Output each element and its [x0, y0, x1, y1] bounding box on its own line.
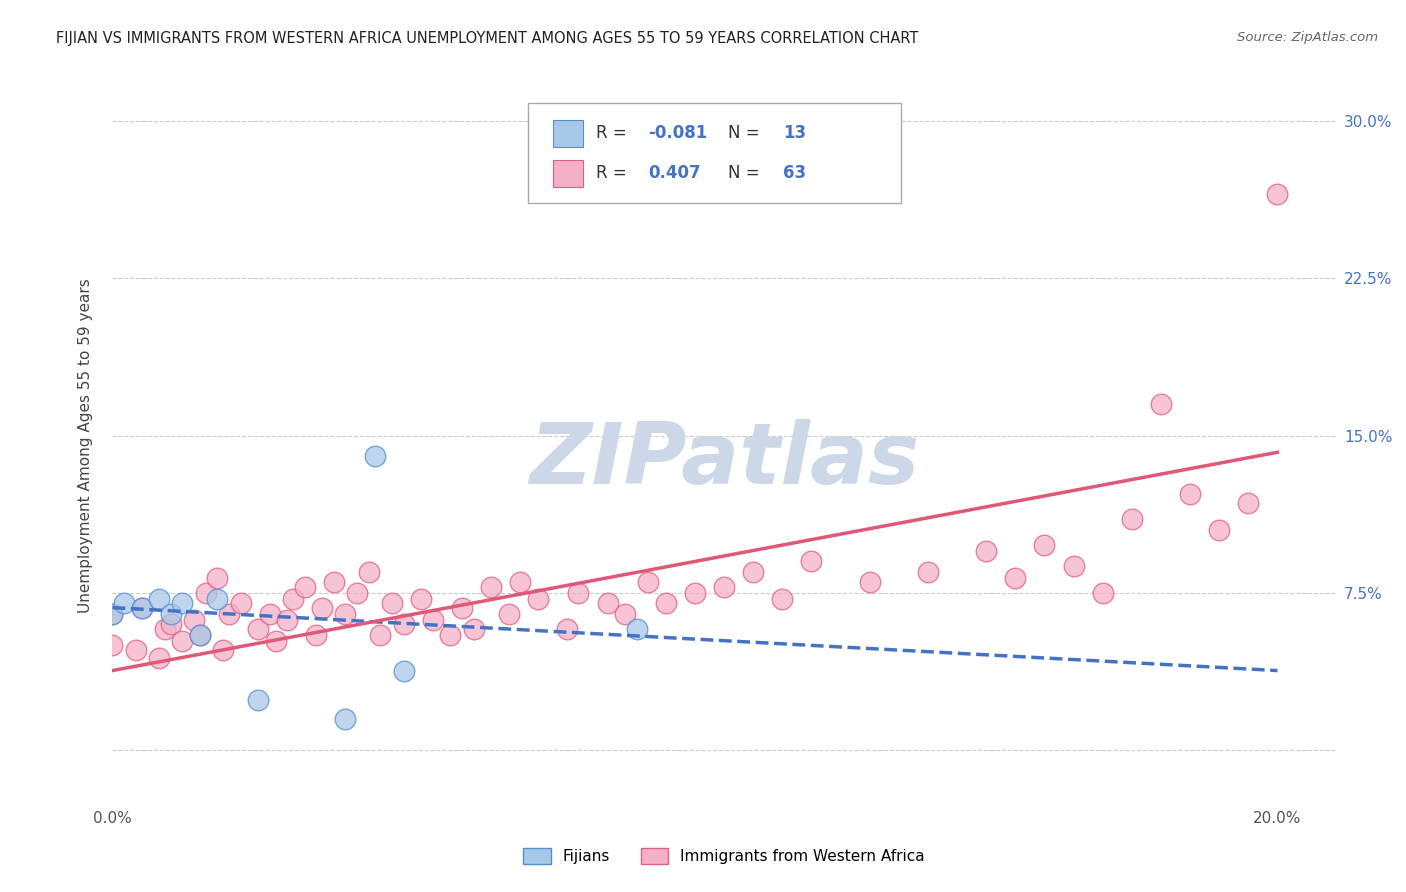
Point [259, 607, 281, 621]
Point [917, 565, 939, 579]
Point [194, 586, 217, 600]
Point [555, 622, 578, 636]
Point [218, 607, 240, 621]
Point [153, 622, 176, 636]
Text: FIJIAN VS IMMIGRANTS FROM WESTERN AFRICA UNEMPLOYMENT AMONG AGES 55 TO 59 YEARS : FIJIAN VS IMMIGRANTS FROM WESTERN AFRICA… [56, 31, 918, 46]
Point [479, 580, 502, 594]
Point [101, 607, 124, 621]
Point [131, 600, 153, 615]
Point [101, 607, 124, 621]
Point [112, 596, 135, 610]
Point [335, 607, 357, 621]
Y-axis label: Unemployment Among Ages 55 to 59 years: Unemployment Among Ages 55 to 59 years [79, 278, 93, 614]
Point [281, 592, 304, 607]
Point [125, 642, 148, 657]
Point [713, 580, 735, 594]
Point [614, 607, 637, 621]
Point [172, 596, 194, 610]
Text: 0.407: 0.407 [648, 164, 700, 182]
Point [1208, 523, 1230, 537]
Point [1237, 496, 1260, 510]
Point [626, 622, 648, 636]
Point [411, 592, 433, 607]
Point [357, 565, 380, 579]
Point [596, 596, 619, 610]
Point [159, 617, 181, 632]
Point [392, 617, 415, 632]
Point [207, 571, 229, 585]
Point [422, 613, 444, 627]
Point [1063, 558, 1085, 573]
Point [247, 693, 270, 707]
Point [451, 600, 474, 615]
Point [498, 607, 520, 621]
Text: N =: N = [728, 124, 765, 142]
Point [637, 575, 659, 590]
FancyBboxPatch shape [529, 103, 901, 203]
Point [101, 639, 124, 653]
Point [229, 596, 252, 610]
Point [1033, 538, 1056, 552]
Point [172, 634, 194, 648]
Point [800, 554, 823, 568]
Text: ZIPatlas: ZIPatlas [529, 418, 920, 502]
Text: R =: R = [596, 164, 631, 182]
Point [1121, 512, 1143, 526]
FancyBboxPatch shape [553, 160, 583, 187]
Text: 13: 13 [783, 124, 806, 142]
Point [188, 628, 211, 642]
Point [183, 613, 205, 627]
Text: N =: N = [728, 164, 765, 182]
Point [131, 600, 153, 615]
Point [335, 712, 357, 726]
Point [567, 586, 589, 600]
Text: Source: ZipAtlas.com: Source: ZipAtlas.com [1237, 31, 1378, 45]
Text: R =: R = [596, 124, 631, 142]
Point [683, 586, 706, 600]
Point [294, 580, 316, 594]
Point [1267, 187, 1289, 202]
Point [974, 544, 997, 558]
Point [392, 664, 415, 678]
Point [305, 628, 328, 642]
Point [1150, 397, 1173, 411]
Point [370, 628, 392, 642]
Point [322, 575, 344, 590]
Point [276, 613, 298, 627]
Point [1091, 586, 1114, 600]
Point [655, 596, 678, 610]
Point [311, 600, 333, 615]
Point [509, 575, 531, 590]
Text: -0.081: -0.081 [648, 124, 707, 142]
Point [1178, 487, 1201, 501]
Legend: Fijians, Immigrants from Western Africa: Fijians, Immigrants from Western Africa [517, 842, 931, 870]
Point [148, 592, 170, 607]
Point [463, 622, 485, 636]
Point [207, 592, 229, 607]
Point [264, 634, 287, 648]
FancyBboxPatch shape [553, 120, 583, 147]
Point [439, 628, 461, 642]
Point [859, 575, 882, 590]
Point [346, 586, 368, 600]
Point [159, 607, 181, 621]
Point [188, 628, 211, 642]
Point [363, 450, 385, 464]
Point [526, 592, 548, 607]
Text: 63: 63 [783, 164, 806, 182]
Point [212, 642, 235, 657]
Point [742, 565, 765, 579]
Point [247, 622, 270, 636]
Point [770, 592, 793, 607]
Point [1004, 571, 1026, 585]
Point [381, 596, 404, 610]
Point [148, 651, 170, 665]
